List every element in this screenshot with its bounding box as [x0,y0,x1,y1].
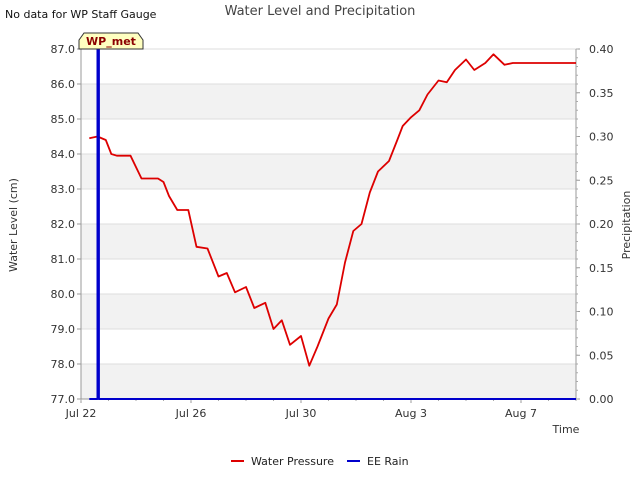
right-tick-label: 0.25 [589,174,614,187]
grid-band [81,294,576,329]
right-tick-label: 0.15 [589,262,614,275]
no-data-note: No data for WP Staff Gauge [5,8,157,21]
grid-band [81,364,576,399]
legend: Water Pressure EE Rain [231,455,409,468]
left-tick-label: 86.0 [51,78,76,91]
left-axis-ticks: 77.0 78.0 79.0 80.0 81.0 82.0 83.0 84.0 85.0 86.0… [51,43,81,406]
x-tick-label: Jul 22 [65,407,97,420]
y-axis-label-left: Water Level (cm) [7,178,20,272]
legend-label-water-pressure: Water Pressure [251,455,334,468]
right-tick-label: 0.35 [589,87,614,100]
left-tick-label: 78.0 [51,358,76,371]
station-tag-box [78,32,144,50]
legend-label-ee-rain: EE Rain [367,455,409,468]
x-axis-label: Time [552,423,580,436]
x-tick-label: Jul 30 [285,407,317,420]
x-tick-label: Aug 7 [505,407,537,420]
right-tick-label: 0.40 [589,43,614,56]
station-tag-label: WP_met [86,35,136,48]
grid-bands [81,48,576,400]
x-axis-ticks: Jul 22 Jul 26 Jul 30 Aug 3 Aug 7 [65,399,577,420]
right-tick-label: 0.20 [589,218,614,231]
left-tick-label: 87.0 [51,43,76,56]
station-tag: WP_met [78,32,144,50]
right-tick-label: 0.10 [589,306,614,319]
y-axis-label-right: Precipitation [620,191,633,260]
left-tick-label: 79.0 [51,323,76,336]
right-tick-label: 0.00 [589,393,614,406]
left-tick-label: 84.0 [51,148,76,161]
chart-title: Water Level and Precipitation [225,4,416,19]
x-tick-label: Jul 26 [175,407,207,420]
water-pressure-line [89,53,576,367]
left-tick-label: 83.0 [51,183,76,196]
left-tick-label: 80.0 [51,288,76,301]
x-tick-label: Aug 3 [395,407,427,420]
left-tick-label: 82.0 [51,218,76,231]
right-tick-label: 0.30 [589,131,614,144]
left-tick-label: 85.0 [51,113,76,126]
left-tick-label: 77.0 [51,393,76,406]
grid-band [81,224,576,259]
left-tick-label: 81.0 [51,253,76,266]
grid-band [81,84,576,119]
grid-band [81,154,576,189]
right-axis-ticks: 0.00 0.05 0.10 0.15 0.20 0.25 0.30 0.35 0.40 [576,43,614,406]
right-tick-label: 0.05 [589,349,614,362]
